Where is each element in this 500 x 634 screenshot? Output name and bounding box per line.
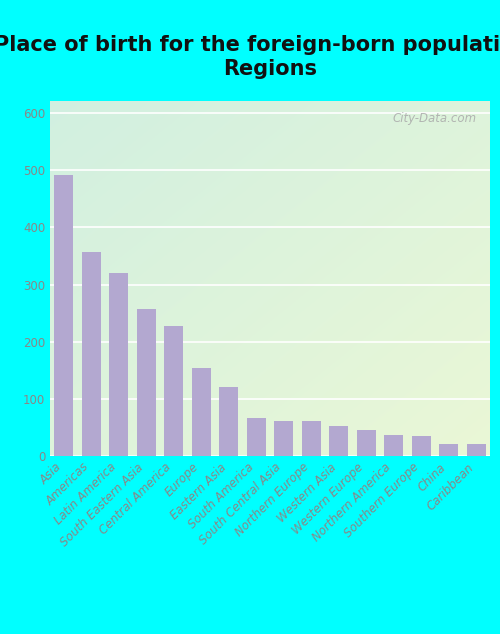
Bar — [329, 425, 348, 456]
Bar — [384, 435, 404, 456]
Bar — [439, 444, 458, 456]
Bar — [356, 430, 376, 456]
Text: Place of birth for the foreign-born population -
Regions: Place of birth for the foreign-born popu… — [0, 36, 500, 79]
Bar — [302, 421, 321, 456]
Bar — [164, 326, 184, 456]
Bar — [466, 444, 486, 456]
Bar — [109, 273, 128, 456]
Bar — [136, 309, 156, 456]
Text: City-Data.com: City-Data.com — [392, 112, 477, 125]
Bar — [192, 368, 211, 456]
Bar — [82, 252, 101, 456]
Bar — [219, 387, 238, 456]
Bar — [54, 175, 74, 456]
Bar — [412, 436, 431, 456]
Bar — [246, 418, 266, 456]
Bar — [274, 421, 293, 456]
